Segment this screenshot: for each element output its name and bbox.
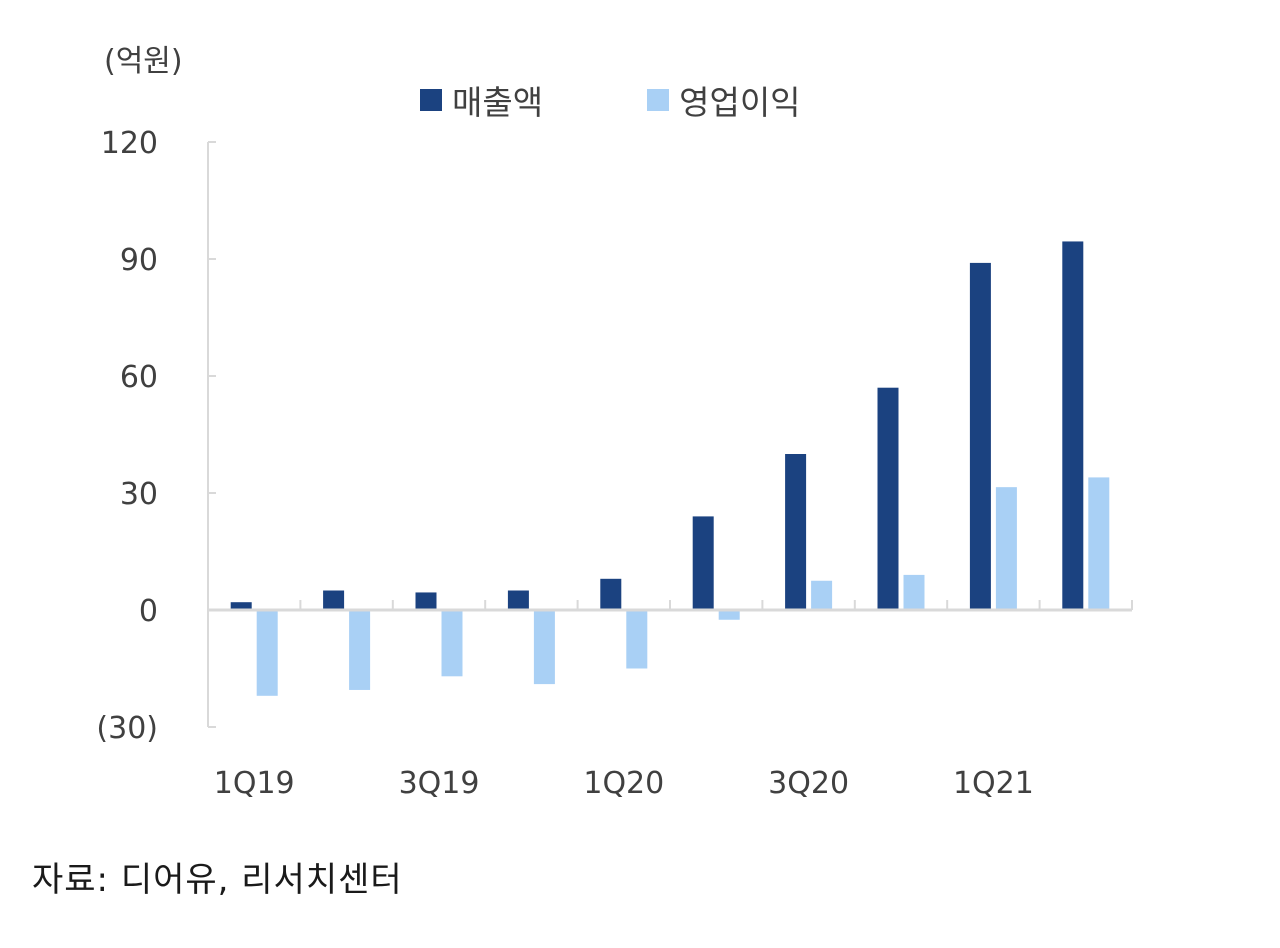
y-axis-unit-label: (억원) — [104, 44, 183, 79]
bar-revenue — [230, 602, 252, 610]
x-tick-label: 3Q20 — [768, 766, 849, 801]
bar-revenue — [600, 578, 622, 610]
bar-revenue — [969, 262, 991, 610]
source-note: 자료: 디어유, 리서치센터 — [32, 860, 403, 900]
bar-operating-profit — [903, 574, 925, 610]
x-tick-label: 1Q19 — [214, 766, 295, 801]
y-tick-label: 30 — [120, 477, 158, 512]
bar-revenue — [415, 592, 437, 610]
bar-revenue — [785, 454, 807, 610]
x-tick-label: 1Q21 — [953, 766, 1034, 801]
legend-label-revenue: 매출액 — [452, 83, 544, 122]
bar-revenue — [877, 387, 899, 610]
bar-operating-profit — [995, 487, 1017, 610]
y-tick-label: 60 — [120, 360, 158, 395]
bar-operating-profit — [441, 610, 463, 677]
bar-revenue — [507, 590, 529, 610]
legend-item-operating-profit: 영업이익 — [647, 76, 801, 124]
bar-revenue — [1062, 241, 1084, 610]
bar-operating-profit — [1088, 477, 1110, 610]
y-tick-label: 0 — [139, 594, 158, 629]
legend-label-operating-profit: 영업이익 — [679, 83, 801, 122]
bar-operating-profit — [718, 610, 740, 620]
y-tick-label: 120 — [101, 126, 158, 161]
chart-legend: 매출액 영업이익 — [420, 76, 801, 124]
bar-operating-profit — [256, 610, 278, 696]
legend-item-revenue: 매출액 — [420, 76, 543, 124]
bar-operating-profit — [349, 610, 371, 690]
bar-operating-profit — [811, 580, 833, 610]
x-tick-label: 1Q20 — [583, 766, 664, 801]
bar-revenue — [323, 590, 345, 610]
legend-swatch-operating-profit — [647, 89, 670, 111]
legend-swatch-revenue — [420, 89, 442, 111]
bar-revenue — [692, 516, 714, 610]
bar-operating-profit — [533, 610, 555, 685]
y-tick-label: 90 — [120, 243, 158, 278]
y-tick-label: (30) — [96, 711, 158, 746]
bar-operating-profit — [626, 610, 648, 669]
x-tick-label: 3Q19 — [399, 766, 480, 801]
